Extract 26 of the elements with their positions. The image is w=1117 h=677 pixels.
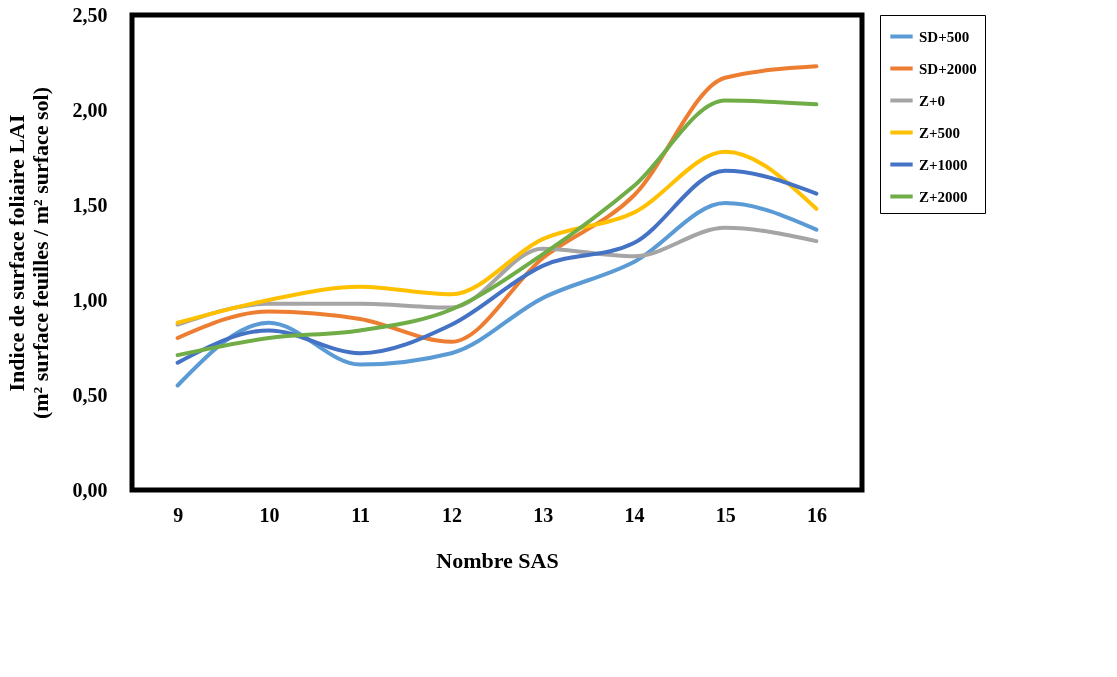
legend-label: Z+2000: [919, 188, 968, 205]
x-tick-label: 11: [351, 503, 371, 526]
x-tick-label: 9: [173, 503, 184, 526]
x-tick-label: 10: [259, 503, 280, 526]
legend-label: Z+0: [919, 92, 946, 109]
legend-label: SD+2000: [919, 60, 977, 77]
legend-label: Z+1000: [919, 156, 968, 173]
legend-label: SD+500: [919, 28, 970, 45]
x-tick-label: 12: [441, 503, 462, 526]
line-series: [175, 168, 819, 365]
x-tick-label: 15: [715, 503, 736, 526]
y-tick-label: 2,00: [72, 98, 108, 121]
legend-label: Z+500: [919, 124, 961, 141]
y-axis-title: Indice de surface foliaire LAI (m² surface feuilles / m² surface sol): [3, 86, 53, 420]
x-axis-title: Nombre SAS: [436, 547, 559, 573]
y-tick-label: 1,50: [72, 193, 108, 216]
y-tick-label: 2,50: [72, 3, 108, 26]
x-tick-label: 16: [806, 503, 827, 526]
y-tick-label: 1,00: [72, 288, 108, 311]
line-series: [175, 98, 819, 358]
x-tick-label: 14: [624, 503, 645, 526]
line-series: [175, 201, 819, 388]
y-tick-label: 0,50: [72, 383, 108, 406]
x-tick-label: 13: [533, 503, 554, 526]
line-series: [175, 149, 819, 325]
y-tick-label: 0,00: [72, 478, 108, 501]
